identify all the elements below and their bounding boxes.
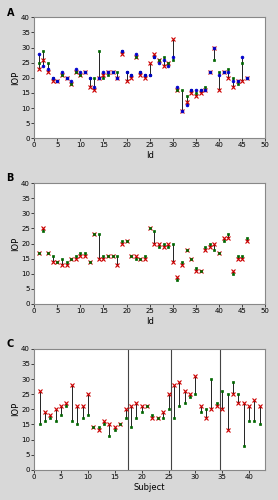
X-axis label: Id: Id	[146, 317, 154, 326]
Y-axis label: IOP: IOP	[11, 70, 20, 85]
X-axis label: Subject: Subject	[134, 482, 165, 492]
Y-axis label: IOP: IOP	[11, 236, 20, 250]
Text: B: B	[6, 174, 14, 184]
X-axis label: Id: Id	[146, 151, 154, 160]
Text: C: C	[6, 339, 14, 349]
Y-axis label: IOP: IOP	[11, 402, 20, 416]
Text: A: A	[6, 8, 14, 18]
